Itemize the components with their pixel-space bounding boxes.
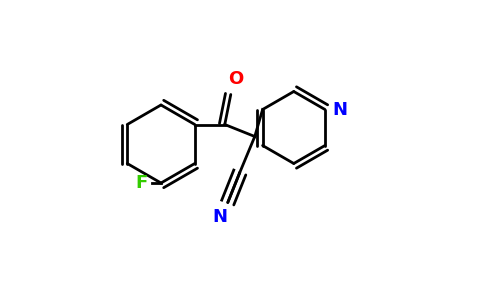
Text: F: F xyxy=(135,174,148,192)
Text: N: N xyxy=(213,208,228,226)
Text: N: N xyxy=(333,100,348,118)
Text: O: O xyxy=(227,70,243,88)
